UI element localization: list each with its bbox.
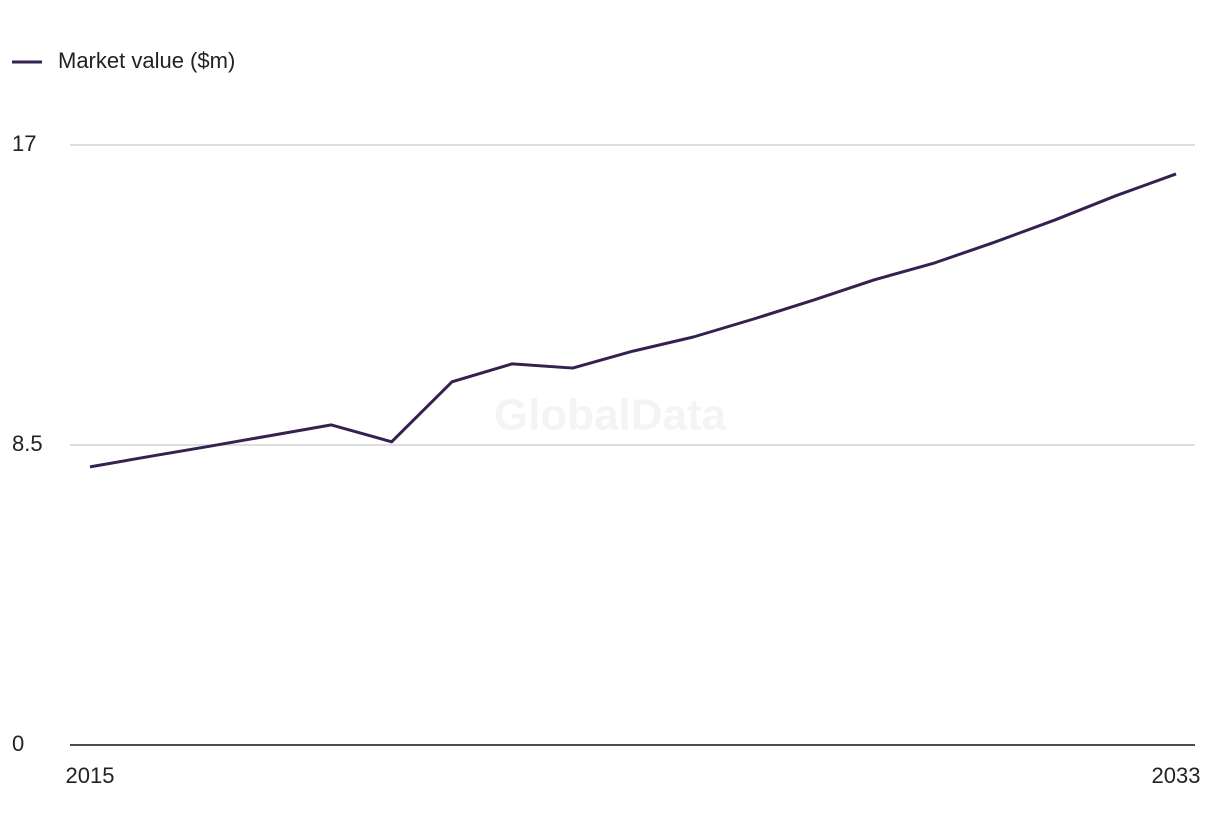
x-tick-label: 2015 xyxy=(66,763,115,788)
y-tick-label: 8.5 xyxy=(12,431,43,456)
y-tick-label: 17 xyxy=(12,131,36,156)
y-tick-label: 0 xyxy=(12,731,24,756)
watermark: GlobalData xyxy=(494,391,727,440)
series-line xyxy=(89,172,1177,469)
x-tick-label: 2033 xyxy=(1152,763,1201,788)
legend-label: Market value ($m) xyxy=(58,48,235,73)
